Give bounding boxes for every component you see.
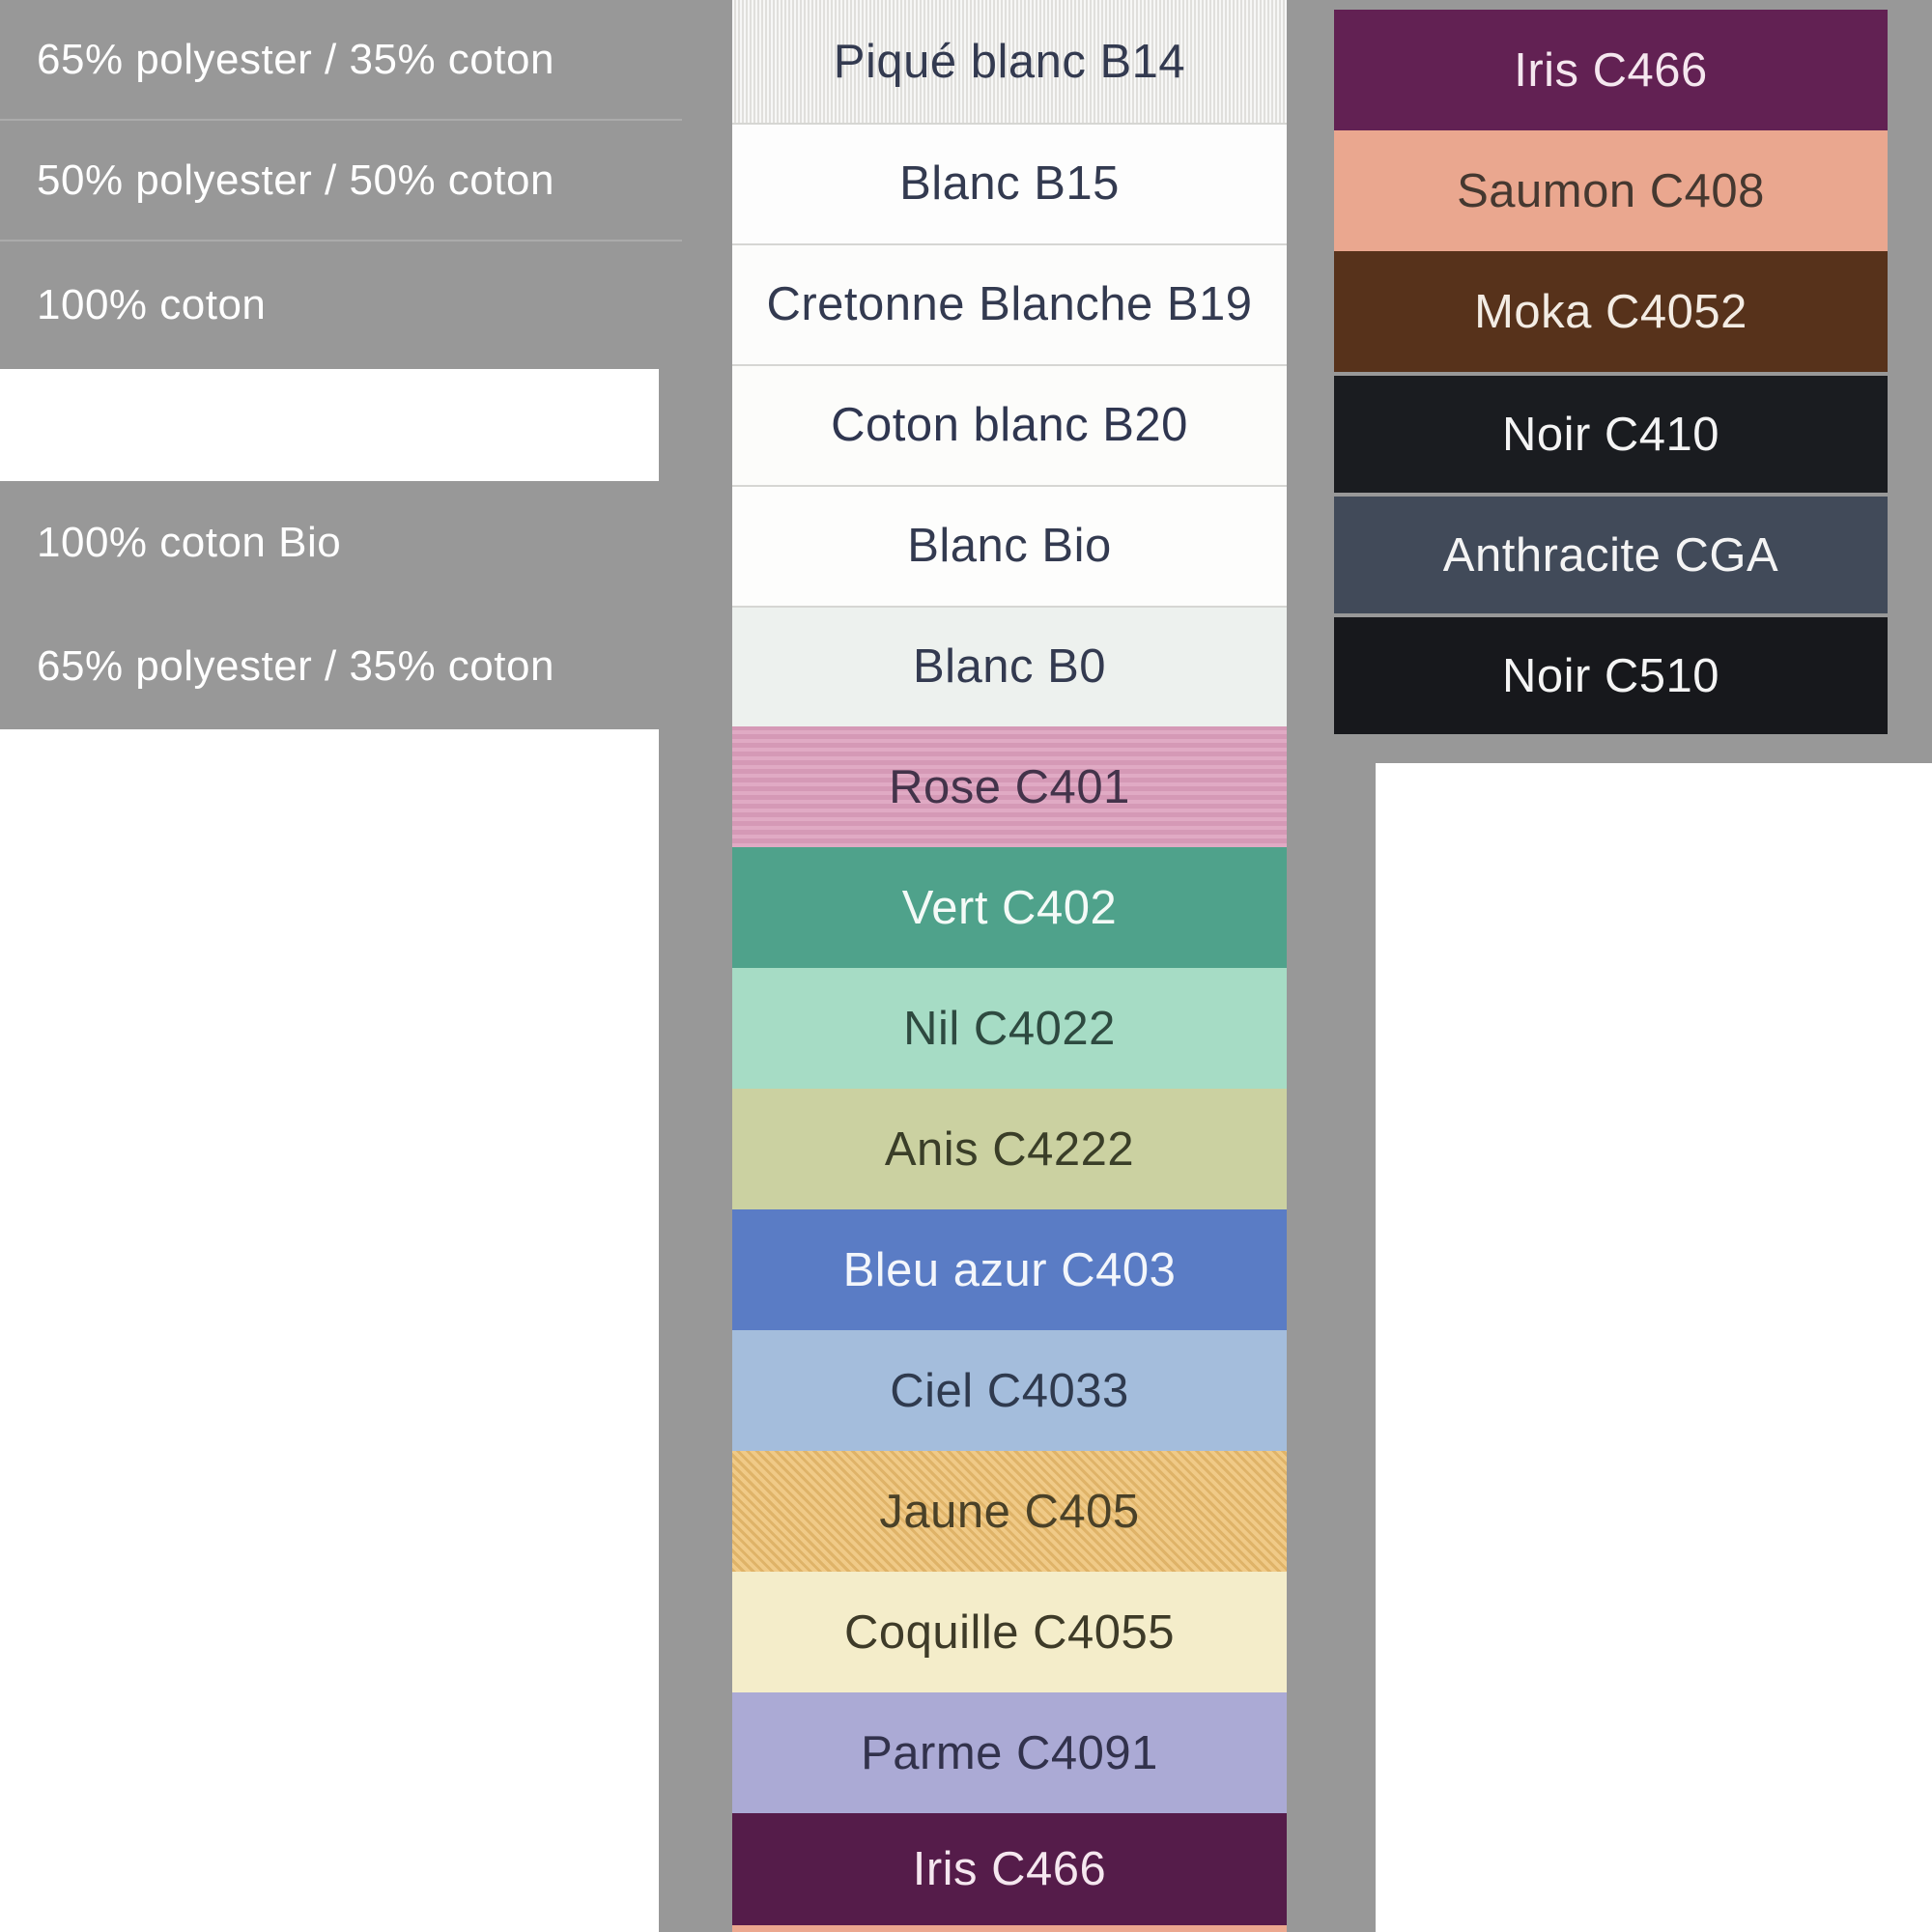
swatch-parme-c4091: Parme C4091 xyxy=(732,1692,1287,1813)
swatch-anis-c4222: Anis C4222 xyxy=(732,1089,1287,1209)
swatch-iris-c466: Iris C466 xyxy=(732,1813,1287,1925)
composition-row-100-coton-bio: 100% coton Bio xyxy=(0,481,659,604)
swatch-blanc-bio: Blanc Bio xyxy=(732,485,1287,606)
swatch-label: Parme C4091 xyxy=(861,1726,1158,1779)
swatch-saumon-c408: Saumon C408 xyxy=(1334,130,1888,251)
swatch-bleu-azur-c403: Bleu azur C403 xyxy=(732,1209,1287,1330)
swatch-label: Cretonne Blanche B19 xyxy=(766,277,1253,330)
composition-label: 65% polyester / 35% coton xyxy=(37,642,554,690)
swatch-label: Jaune C405 xyxy=(879,1485,1140,1538)
composition-row-50-polyester-50-coton: 50% polyester / 50% coton xyxy=(0,120,659,241)
swatch-pique-blanc-b14: Piqué blanc B14 xyxy=(732,0,1287,123)
swatch-label: Moka C4052 xyxy=(1474,285,1747,338)
swatch-coquille-c4055: Coquille C4055 xyxy=(732,1572,1287,1692)
swatch-label: Nil C4022 xyxy=(903,1002,1116,1055)
row-divider xyxy=(0,240,682,242)
fabric-swatch-column-main: Piqué blanc B14 Blanc B15 Cretonne Blanche… xyxy=(732,0,1287,1932)
swatch-coton-blanc-b20: Coton blanc B20 xyxy=(732,364,1287,485)
swatch-blanc-b0: Blanc B0 xyxy=(732,606,1287,726)
swatch-separator xyxy=(732,485,1287,487)
swatch-label: Ciel C4033 xyxy=(890,1364,1129,1417)
swatch-label: Bleu azur C403 xyxy=(842,1243,1177,1296)
swatch-label: Anthracite CGA xyxy=(1442,528,1779,582)
swatch-label: Saumon C408 xyxy=(1457,164,1765,217)
swatch-separator xyxy=(732,243,1287,245)
composition-row-65-polyester-35-coton: 65% polyester / 35% coton xyxy=(0,604,659,729)
swatch-label: Blanc B15 xyxy=(899,156,1120,210)
composition-row-100-coton: 100% coton xyxy=(0,241,659,369)
composition-label: 100% coton xyxy=(37,280,267,328)
composition-label: 100% coton Bio xyxy=(37,518,342,566)
swatch-label: Iris C466 xyxy=(1514,43,1708,97)
swatch-vert-c402: Vert C402 xyxy=(732,847,1287,968)
swatch-separator xyxy=(732,123,1287,125)
swatch-label: Coquille C4055 xyxy=(843,1605,1176,1659)
swatch-moka-c4052: Moka C4052 xyxy=(1334,251,1888,372)
swatch-partial-next xyxy=(732,1925,1287,1932)
swatch-label: Blanc B0 xyxy=(912,639,1107,693)
swatch-noir-c410: Noir C410 xyxy=(1334,376,1888,493)
swatch-cretonne-blanche-b19: Cretonne Blanche B19 xyxy=(732,243,1287,364)
swatch-label: Coton blanc B20 xyxy=(831,398,1188,451)
swatch-label: Blanc Bio xyxy=(907,519,1112,572)
bottom-left-whitespace xyxy=(0,729,659,1932)
swatch-label: Anis C4222 xyxy=(884,1122,1135,1176)
composition-row-blank xyxy=(0,369,659,481)
swatch-iris-c466: Iris C466 xyxy=(1334,10,1888,130)
swatch-rose-c401: Rose C401 xyxy=(732,726,1287,847)
swatch-noir-c510: Noir C510 xyxy=(1334,617,1888,734)
swatch-anthracite-cga: Anthracite CGA xyxy=(1334,497,1888,613)
row-divider xyxy=(0,119,682,121)
swatch-separator xyxy=(732,606,1287,608)
swatch-jaune-c405: Jaune C405 xyxy=(732,1451,1287,1572)
composition-panel: 65% polyester / 35% coton 50% polyester /… xyxy=(0,0,732,729)
composition-label: 50% polyester / 50% coton xyxy=(37,156,554,204)
swatch-separator xyxy=(732,364,1287,366)
swatch-label: Noir C510 xyxy=(1501,649,1720,702)
swatch-ciel-c4033: Ciel C4033 xyxy=(732,1330,1287,1451)
composition-row-65-polyester-35-coton: 65% polyester / 35% coton xyxy=(0,0,659,120)
composition-label: 65% polyester / 35% coton xyxy=(37,36,554,83)
swatch-label: Noir C410 xyxy=(1501,408,1720,461)
swatch-blanc-b15: Blanc B15 xyxy=(732,123,1287,243)
swatch-label: Vert C402 xyxy=(901,881,1118,934)
swatch-nil-c4022: Nil C4022 xyxy=(732,968,1287,1089)
swatch-label: Piqué blanc B14 xyxy=(833,35,1186,88)
bottom-right-whitespace xyxy=(1376,763,1932,1932)
fabric-swatch-column-right: Iris C466 Saumon C408 Moka C4052 Noir C410 A… xyxy=(1334,0,1888,744)
swatch-label: Rose C401 xyxy=(889,760,1130,813)
swatch-label: Iris C466 xyxy=(912,1843,1107,1895)
